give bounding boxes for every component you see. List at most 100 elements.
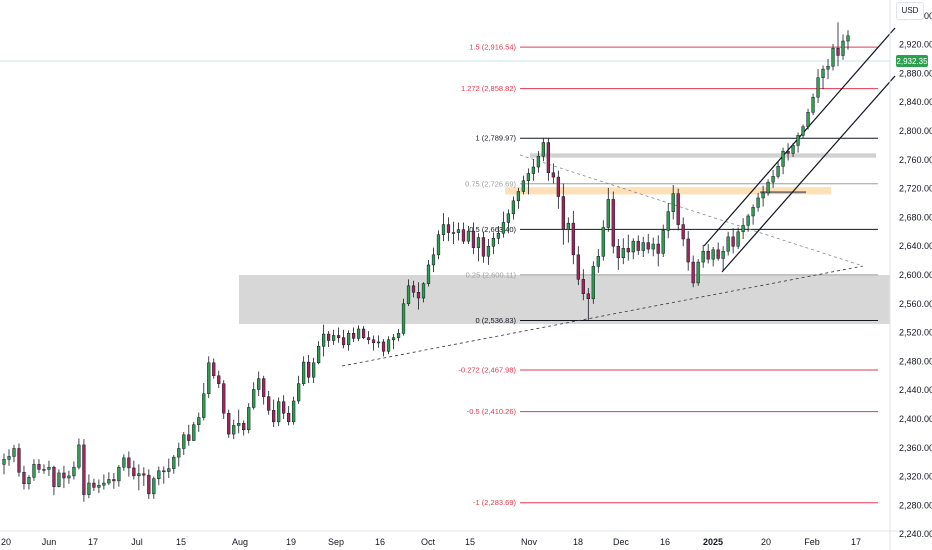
candle[interactable]	[192, 421, 196, 441]
candle[interactable]	[581, 269, 585, 301]
candle[interactable]	[516, 187, 521, 209]
candle[interactable]	[761, 185, 765, 207]
candle[interactable]	[142, 467, 146, 486]
candle[interactable]	[7, 449, 11, 466]
candle[interactable]	[102, 474, 106, 490]
candle[interactable]	[521, 175, 526, 195]
candle[interactable]	[476, 233, 481, 262]
candle[interactable]	[112, 472, 116, 489]
candle[interactable]	[846, 30, 850, 50]
candle[interactable]	[12, 444, 16, 463]
candle[interactable]	[591, 261, 595, 304]
candle[interactable]	[491, 232, 496, 255]
candle[interactable]	[736, 227, 740, 250]
candle[interactable]	[466, 226, 471, 245]
candle[interactable]	[646, 233, 650, 254]
candle[interactable]	[167, 458, 171, 479]
candle[interactable]	[312, 357, 316, 383]
candle[interactable]	[526, 168, 531, 195]
candle[interactable]	[541, 138, 545, 162]
candle[interactable]	[611, 191, 615, 254]
candle[interactable]	[97, 479, 101, 494]
candle[interactable]	[656, 235, 660, 267]
candle[interactable]	[137, 464, 141, 491]
candle[interactable]	[791, 143, 795, 157]
candle[interactable]	[182, 431, 186, 455]
candle[interactable]	[626, 234, 630, 261]
candle[interactable]	[17, 443, 21, 477]
candle[interactable]	[371, 335, 376, 351]
candle[interactable]	[771, 169, 775, 188]
candle[interactable]	[471, 222, 476, 255]
candle[interactable]	[816, 69, 820, 103]
candle[interactable]	[396, 328, 401, 342]
candle[interactable]	[606, 187, 610, 232]
candle[interactable]	[92, 478, 96, 491]
candle[interactable]	[681, 217, 685, 247]
candle[interactable]	[287, 406, 291, 426]
candle[interactable]	[801, 124, 805, 139]
candle[interactable]	[381, 339, 386, 357]
candle[interactable]	[321, 324, 326, 357]
candle[interactable]	[511, 196, 516, 220]
candle[interactable]	[361, 326, 366, 340]
candle[interactable]	[651, 237, 655, 257]
candle[interactable]	[177, 442, 181, 467]
candle[interactable]	[811, 93, 815, 116]
candle[interactable]	[676, 188, 680, 231]
candle[interactable]	[421, 282, 426, 303]
candle[interactable]	[416, 282, 421, 310]
candle[interactable]	[267, 390, 271, 415]
candle[interactable]	[307, 354, 311, 383]
candle[interactable]	[426, 259, 431, 287]
candle[interactable]	[187, 424, 191, 446]
candle[interactable]	[556, 170, 560, 209]
candle[interactable]	[411, 280, 416, 298]
candle[interactable]	[22, 465, 26, 490]
candle[interactable]	[766, 179, 770, 196]
candle[interactable]	[47, 460, 51, 476]
candle[interactable]	[207, 356, 211, 399]
candle[interactable]	[776, 161, 780, 179]
candle[interactable]	[756, 192, 760, 212]
candle[interactable]	[391, 334, 396, 350]
candle[interactable]	[506, 209, 511, 234]
candle[interactable]	[292, 396, 296, 425]
falling-trendline-dashed[interactable]	[519, 154, 864, 267]
candle[interactable]	[821, 65, 825, 90]
candle[interactable]	[746, 213, 750, 232]
candle[interactable]	[401, 298, 406, 336]
candle[interactable]	[147, 469, 151, 499]
candle[interactable]	[72, 461, 76, 480]
candle[interactable]	[406, 279, 411, 306]
candle[interactable]	[277, 397, 281, 427]
candle[interactable]	[841, 34, 845, 60]
candle[interactable]	[601, 220, 605, 261]
resistance-zone[interactable]	[530, 153, 876, 158]
candle[interactable]	[621, 238, 625, 265]
candle[interactable]	[636, 235, 640, 255]
candle[interactable]	[82, 439, 86, 502]
candle[interactable]	[302, 356, 306, 386]
candle[interactable]	[197, 412, 201, 432]
candle[interactable]	[117, 465, 121, 487]
candle[interactable]	[796, 132, 800, 153]
candle[interactable]	[157, 466, 161, 486]
candle[interactable]	[356, 325, 361, 342]
candle[interactable]	[252, 382, 256, 410]
candle[interactable]	[701, 244, 705, 268]
candle[interactable]	[336, 327, 341, 343]
candle[interactable]	[317, 341, 321, 365]
candle[interactable]	[62, 465, 66, 489]
candle[interactable]	[616, 239, 620, 270]
candle[interactable]	[222, 380, 226, 419]
candle[interactable]	[806, 108, 810, 130]
candle[interactable]	[202, 382, 206, 421]
candle[interactable]	[152, 476, 156, 499]
candle[interactable]	[481, 231, 486, 263]
candle[interactable]	[566, 217, 570, 243]
candle[interactable]	[212, 358, 216, 379]
candle[interactable]	[32, 459, 36, 481]
candle[interactable]	[297, 375, 301, 404]
